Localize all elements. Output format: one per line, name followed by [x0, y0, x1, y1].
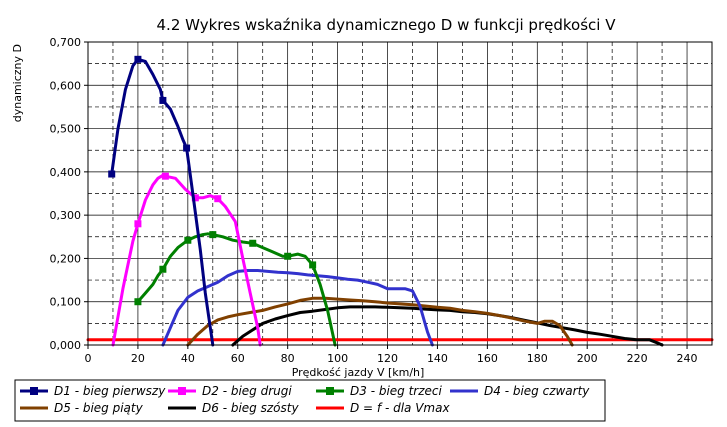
legend-label-d5: D5 - bieg piąty	[54, 401, 144, 415]
grid-layer	[88, 42, 712, 345]
series-marker-d3	[309, 261, 317, 269]
series-line-d5	[186, 296, 574, 347]
legend-label-d2: D2 - bieg drugi	[202, 384, 292, 398]
x-tick-label: 160	[477, 352, 498, 365]
x-tick-label: 100	[327, 352, 348, 365]
y-tick-label: 0,500	[50, 123, 82, 136]
x-tick-label: 180	[527, 352, 548, 365]
x-tick-label: 40	[181, 352, 195, 365]
series-line-d2	[111, 173, 262, 347]
series-marker-d3	[249, 239, 257, 247]
legend-layer: D1 - bieg pierwszy D2 - bieg drugi D3 - bi…	[20, 384, 590, 415]
series-marker-d2	[134, 220, 142, 228]
y-tick-label: 0,300	[50, 209, 82, 222]
series-marker-d3	[209, 231, 217, 239]
series-marker-d1	[108, 170, 116, 178]
x-tick-label: 120	[377, 352, 398, 365]
x-axis-title: Prędkość jazdy V [km/h]	[292, 366, 425, 379]
legend-swatch-marker-d1	[30, 387, 38, 395]
y-tick-label: 0,000	[50, 339, 82, 352]
series-marker-d3	[284, 252, 292, 260]
legend-label-d-f: D = f - dla Vmax	[350, 401, 450, 415]
legend-swatch-marker-d2	[178, 387, 186, 395]
series-line-d6	[231, 305, 664, 347]
y-tick-label: 0,700	[50, 36, 82, 49]
y-axis-title: wskaźnik dynamiczny D	[11, 44, 24, 176]
y-tick-label: 0,100	[50, 296, 82, 309]
series-marker-d1	[134, 55, 142, 63]
x-tick-label: 200	[577, 352, 598, 365]
y-tick-label: 0,400	[50, 166, 82, 179]
legend-label-d1: D1 - bieg pierwszy	[54, 384, 166, 398]
series-marker-d3	[134, 298, 142, 306]
series-line-d1	[110, 57, 215, 347]
tick-layer: 0 20 40 60 80 100 120 140 160 180 200 220 240 0,000 0,…	[50, 36, 698, 365]
x-tick-label: 140	[427, 352, 448, 365]
y-tick-label: 0,600	[50, 79, 82, 92]
x-tick-label: 60	[231, 352, 245, 365]
series-marker-d1	[183, 144, 191, 152]
x-tick-label: 80	[281, 352, 295, 365]
series-marker-d1	[159, 96, 167, 104]
legend-box	[14, 379, 606, 422]
series-marker-d2	[191, 194, 199, 202]
series-marker-d3	[159, 265, 167, 273]
x-tick-label: 20	[131, 352, 145, 365]
x-tick-label: 240	[677, 352, 698, 365]
legend-label-d3: D3 - bieg trzeci	[350, 384, 443, 398]
legend-label-d6: D6 - bieg szósty	[202, 401, 299, 415]
x-tick-label: 220	[627, 352, 648, 365]
series-marker-d2	[161, 172, 169, 180]
chart-title: 4.2 Wykres wskaźnika dynamicznego D w fu…	[157, 16, 617, 34]
legend-swatch-marker-d3	[326, 387, 334, 395]
series-marker-d2	[214, 195, 222, 203]
legend-label-d4: D4 - bieg czwarty	[484, 384, 590, 398]
x-tick-label: 0	[85, 352, 92, 365]
series-marker-d3	[184, 236, 192, 244]
series-layer	[86, 55, 714, 347]
plot-frame	[87, 41, 713, 346]
y-tick-label: 0,200	[50, 252, 82, 265]
y-axis-title-clip: wskaźnik dynamiczny D	[11, 44, 24, 176]
